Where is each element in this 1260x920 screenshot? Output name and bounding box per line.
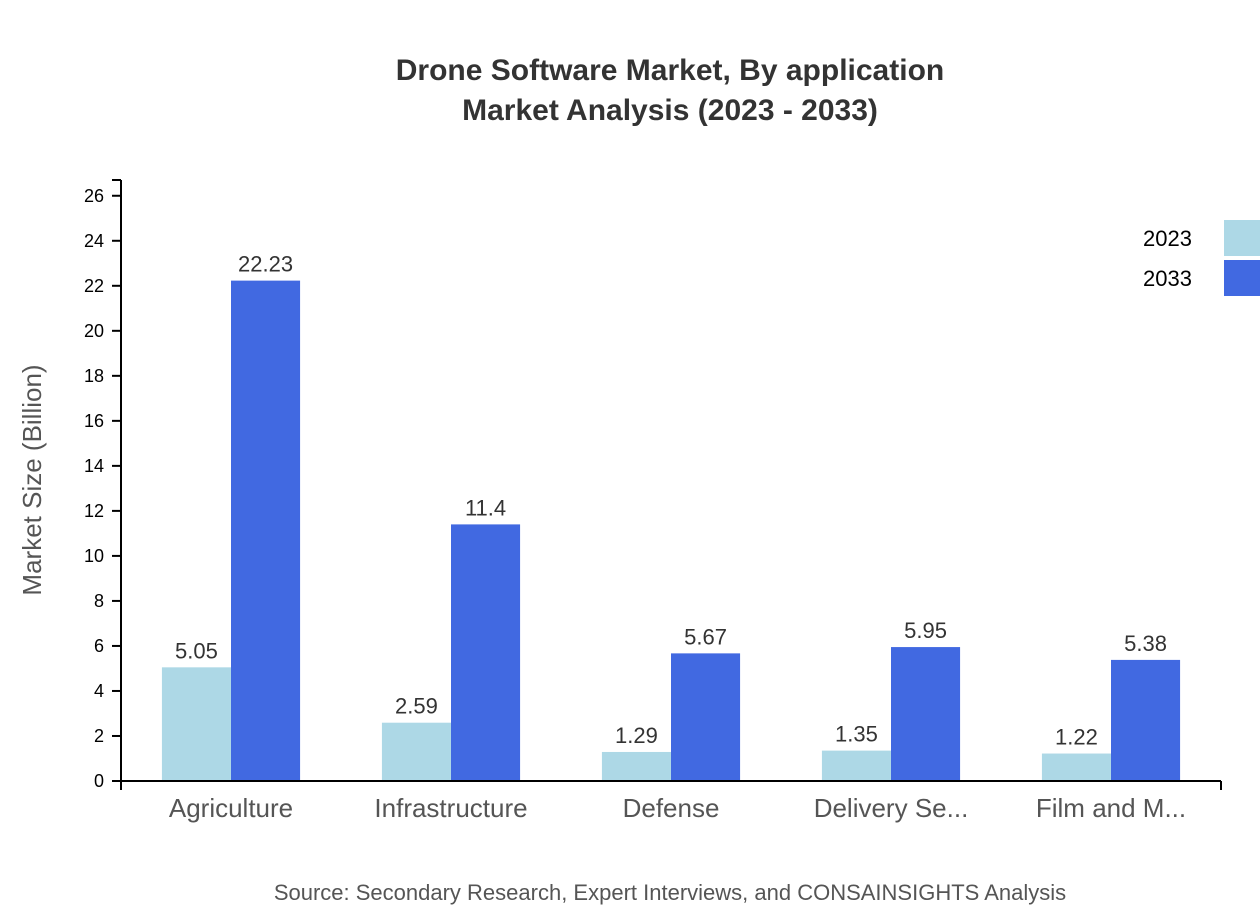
x-tick-label: Agriculture xyxy=(169,793,293,823)
source-note: Source: Secondary Research, Expert Inter… xyxy=(274,880,1066,905)
legend-label: 2033 xyxy=(1143,266,1192,291)
data-label: 1.29 xyxy=(615,723,658,748)
data-label: 5.05 xyxy=(175,638,218,663)
data-label: 5.67 xyxy=(684,624,727,649)
bar-2023-0 xyxy=(161,667,231,781)
y-tick-label: 20 xyxy=(84,321,104,341)
y-tick-label: 6 xyxy=(94,636,104,656)
data-label: 22.23 xyxy=(238,252,293,277)
x-tick-label: Delivery Se... xyxy=(814,793,969,823)
legend-label: 2023 xyxy=(1143,226,1192,251)
bar-2033-0 xyxy=(231,280,301,781)
y-tick-label: 4 xyxy=(94,681,104,701)
y-tick-label: 10 xyxy=(84,546,104,566)
bar-2023-2 xyxy=(601,751,671,781)
x-axis: Agriculture Infrastructure Defense Delivery… xyxy=(120,780,1222,823)
data-label: 2.59 xyxy=(395,694,438,719)
y-tick-label: 8 xyxy=(94,591,104,611)
chart-title-line-1: Drone Software Market, By application xyxy=(396,54,944,87)
x-tick-label: Defense xyxy=(623,793,720,823)
y-tick-label: 12 xyxy=(84,501,104,521)
bar-2023-1 xyxy=(381,722,451,781)
bar-2023-3 xyxy=(821,750,891,781)
bar-2033-2 xyxy=(671,653,741,781)
data-label: 1.22 xyxy=(1055,725,1098,750)
legend-swatch-2033 xyxy=(1224,260,1260,296)
data-label: 1.35 xyxy=(835,722,878,747)
y-axis-label: Market Size (Billion) xyxy=(17,364,47,595)
x-tick-label: Infrastructure xyxy=(374,793,527,823)
bar-2033-4 xyxy=(1111,659,1181,781)
data-label: 5.95 xyxy=(904,618,947,643)
bar-2033-1 xyxy=(451,524,521,781)
data-label: 11.4 xyxy=(465,495,506,520)
y-tick-label: 18 xyxy=(84,366,104,386)
y-tick-label: 26 xyxy=(84,186,104,206)
y-tick-label: 14 xyxy=(84,456,104,476)
chart-title-line-2: Market Analysis (2023 - 2033) xyxy=(462,94,878,127)
x-tick-label: Film and M... xyxy=(1036,793,1186,823)
y-tick-label: 24 xyxy=(84,231,104,251)
legend-swatch-2023 xyxy=(1224,220,1260,256)
data-label: 5.38 xyxy=(1124,631,1167,656)
y-tick-label: 16 xyxy=(84,411,104,431)
y-tick-label: 22 xyxy=(84,276,104,296)
bars-group: 5.05 22.23 2.59 11.4 1.29 5.67 1.35 5.95 1.22 5.3… xyxy=(161,252,1181,781)
y-tick-label: 2 xyxy=(94,726,104,746)
bar-2033-3 xyxy=(891,647,961,781)
y-tick-label: 0 xyxy=(94,771,104,791)
legend: 2023 2033 xyxy=(1143,220,1260,296)
bar-2023-4 xyxy=(1041,753,1111,781)
